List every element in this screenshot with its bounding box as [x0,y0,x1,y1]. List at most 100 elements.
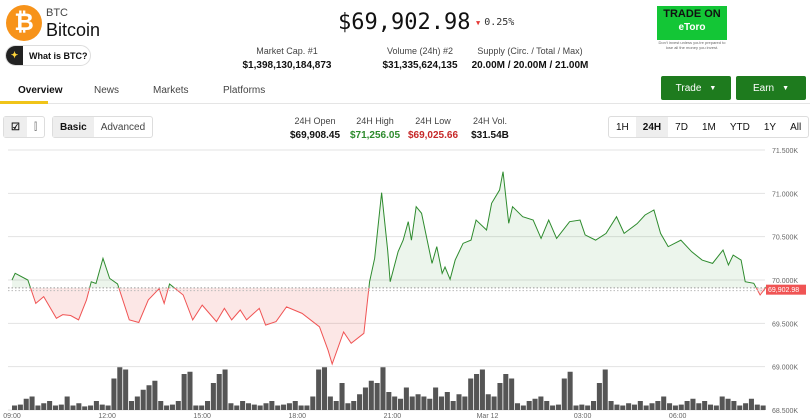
volume-bar [117,367,123,410]
volume-bar [222,369,228,410]
mode-toggle: Basic Advanced [52,116,154,138]
advanced-mode-button[interactable]: Advanced [100,121,146,133]
coin-symbol: BTC [46,7,68,19]
range-all[interactable]: All [790,121,802,133]
volume-bar [485,394,491,410]
what-is-btc-button[interactable]: ✦ What is BTC? [5,45,91,66]
volume-bar [64,396,70,410]
tab-overview[interactable]: Overview [18,85,63,96]
range-7d[interactable]: 7D [675,121,688,133]
volume-bar [286,403,292,410]
volume-bar [649,403,655,410]
volume-bar [602,369,608,410]
x-tick-label: 15:00 [193,413,211,420]
volume-bar [316,369,322,410]
etoro-ad[interactable]: TRADE ON eToro [657,6,727,40]
volume-bar [719,396,725,410]
x-tick-label: Mar 12 [477,413,499,420]
price-line-up [11,171,767,288]
volume-bar [357,394,363,410]
volume-bar [216,374,222,410]
volume-bar [158,401,164,410]
volume-bar [240,401,246,410]
tab-platforms[interactable]: Platforms [223,85,266,96]
y-tick-label: 70.500K [772,235,798,242]
volume-bar [702,401,708,410]
volume-bar [573,405,579,410]
volume-bar [403,387,409,410]
volume-bar [263,403,269,410]
volume-bar [661,396,667,410]
volume-bar [210,383,216,410]
low-stat: 24H Low $69,025.66 [407,116,459,141]
volume-bar [386,392,392,410]
price-chart[interactable]: 71.500K 71.000K 70.500K 70.000K 69.500K 69.00… [0,140,810,420]
volume-bar [462,396,468,410]
coin-name: Bitcoin [46,20,101,40]
volume-bar [713,405,719,410]
volume-bar [99,404,105,410]
volume-bar [637,401,643,410]
volume-bar [532,398,538,410]
x-tick-label: 03:00 [574,413,592,420]
price-change: ▼ 0.25% [476,17,515,28]
volume-bar [175,401,181,410]
range-24h[interactable]: 24H [635,117,669,137]
volume-bar [76,403,82,410]
volume-bar [152,380,158,410]
volume-bar [339,383,345,410]
volume-bar [304,405,310,410]
volume-bar [678,404,684,410]
basic-mode-button[interactable]: Basic [53,117,94,137]
volume-bar [667,403,673,410]
volume-bar [257,405,263,410]
volume-bar [444,392,450,410]
volume-bar [608,401,614,410]
volume-bar [585,405,591,410]
line-chart-icon[interactable]: ☑ [4,117,27,137]
tab-news[interactable]: News [94,85,120,96]
volume-bar [41,403,47,410]
range-ytd[interactable]: YTD [729,121,750,133]
active-tab-indicator [0,101,48,104]
volume-bar [368,380,374,410]
volume-bar [93,401,99,410]
sparkle-icon: ✦ [6,46,23,65]
trade-button[interactable]: Trade ▼ [661,76,731,100]
range-1y[interactable]: 1Y [763,121,777,133]
volume-bar [35,405,41,410]
volume-bar [614,404,620,410]
range-selector: 1H 24H 7D 1M YTD 1Y All [608,116,810,138]
current-price-label: 69,902.98 [768,287,799,294]
volume-bar [251,404,257,410]
range-1h[interactable]: 1H [616,121,629,133]
volume-bar [275,405,281,410]
volume-bar [234,405,240,410]
volume-bar [398,398,404,410]
volume-bar [374,383,380,410]
volume-bar [140,389,146,410]
volume-bar [631,404,637,410]
volume-bar [123,369,129,410]
volume-bar [620,405,626,410]
current-price: $69,902.98 [338,10,471,35]
bitcoin-logo: ₿ [6,5,42,41]
volume-bar [655,401,661,410]
volume-bar [146,385,152,410]
volume-bar [228,403,234,410]
earn-button[interactable]: Earn ▼ [736,76,806,100]
range-1m[interactable]: 1M [701,121,716,133]
what-is-btc-label: What is BTC? [29,50,88,61]
volume-bar [292,401,298,410]
price-line-down [30,287,767,366]
high-stat: 24H High $71,256.05 [349,116,401,141]
volume-bar [281,404,287,410]
volume-bar [427,398,433,410]
volume-bar [23,398,29,410]
volume-bar [526,401,532,410]
volume-bar [754,404,760,410]
volume-bar [748,398,754,410]
volume-bar [520,405,526,410]
tab-markets[interactable]: Markets [153,85,189,96]
candlestick-icon[interactable]: ⫿ [33,121,38,133]
